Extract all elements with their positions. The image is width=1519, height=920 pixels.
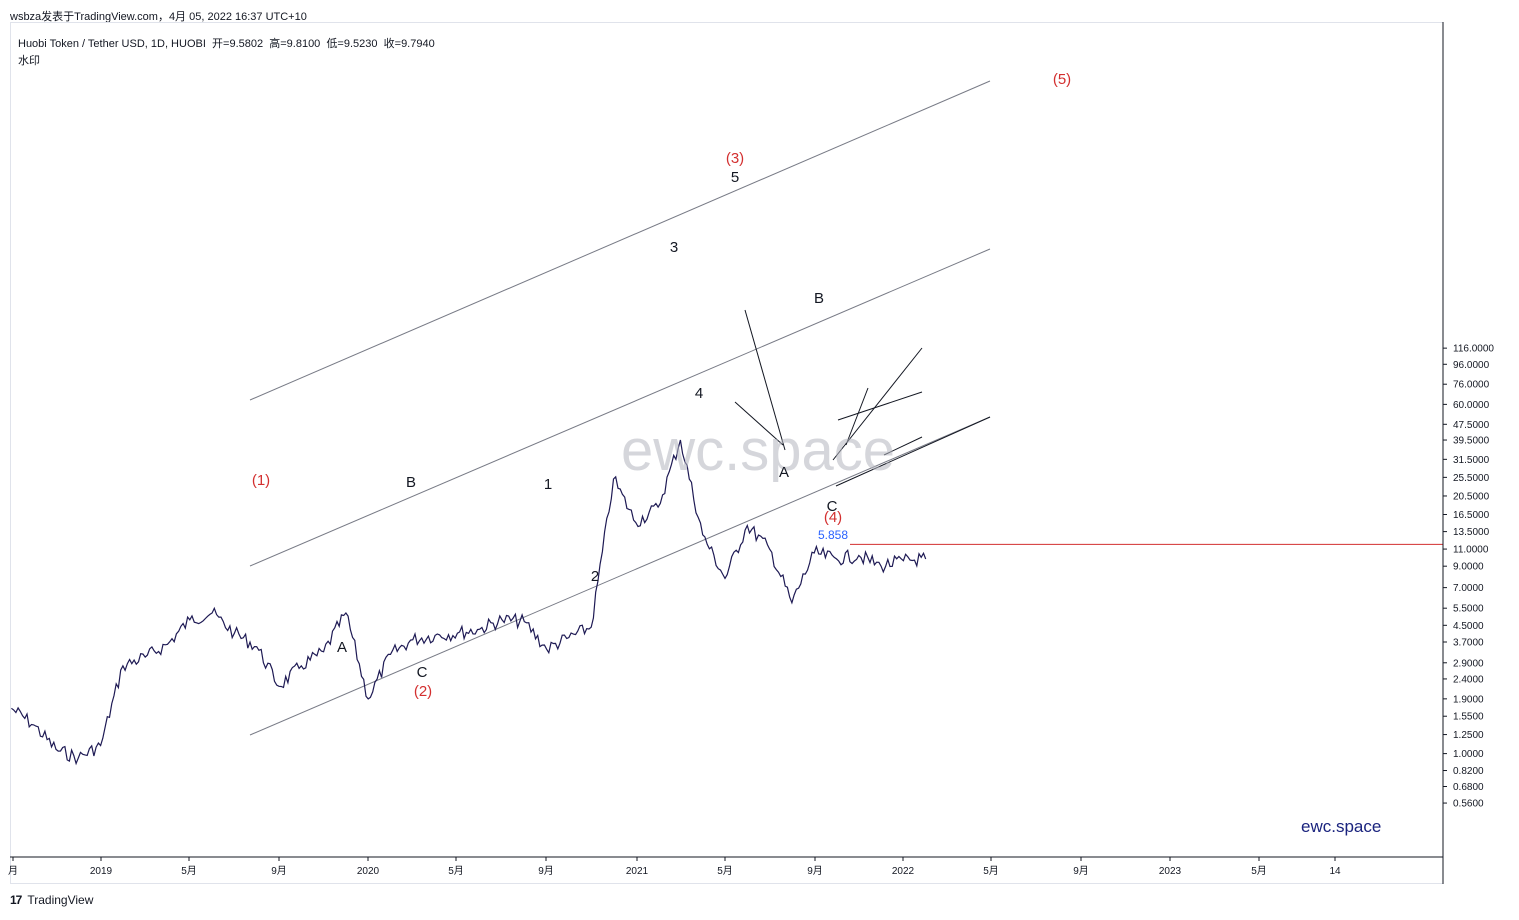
wave-label: 5 (731, 169, 739, 186)
y-tick-label: 2.9000 (1453, 658, 1484, 669)
y-tick-label: 3.7000 (1453, 638, 1484, 649)
center-watermark: ewc.space (621, 418, 895, 483)
price-line (11, 439, 927, 766)
legend-low: 低=9.5230 (326, 38, 378, 50)
y-tick-label: 39.5000 (1453, 436, 1490, 447)
channel-lines (249, 80, 991, 736)
pattern-line (837, 391, 923, 421)
x-axis[interactable]: 月 2019 5月 9月 2020 5月 9月 2021 5月 9月 2022 5月 9月 2023 5月 1… (8, 856, 1443, 877)
wave-degree-label: (1) (252, 472, 270, 489)
legend-high: 高=9.8100 (269, 38, 321, 50)
y-tick-label: 7.0000 (1453, 583, 1484, 594)
publisher-line: wsbza发表于TradingView.com，4月 05, 2022 16:3… (10, 11, 307, 23)
pattern-line (883, 436, 923, 456)
symbol-legend: Huobi Token / Tether USD, 1D, HUOBI 开=9.… (18, 35, 435, 51)
wave-degree-label: (4) (824, 509, 842, 526)
x-tick-label: 14 (1329, 866, 1341, 877)
wave-label: A (779, 464, 789, 481)
x-tick-label: 2021 (626, 866, 649, 877)
tradingview-footer[interactable]: 17 TradingView (10, 893, 93, 907)
pattern-line (734, 401, 784, 446)
price-series (11, 439, 927, 766)
legend-close: 收=9.7940 (383, 38, 435, 50)
x-tick-label: 月 (8, 865, 18, 877)
y-tick-label: 60.0000 (1453, 400, 1490, 411)
channel-line (249, 416, 991, 736)
x-tick-label: 2023 (1159, 866, 1182, 877)
x-tick-label: 5月 (448, 865, 464, 877)
wave-degree-label: (5) (1053, 71, 1071, 88)
y-tick-label: 16.5000 (1453, 510, 1490, 521)
tradingview-brand: TradingView (27, 893, 94, 907)
wave-label: 3 (670, 239, 678, 256)
y-tick-label: 1.0000 (1453, 749, 1484, 760)
pattern-lines (734, 309, 991, 487)
tradingview-logo-icon: 17 (10, 893, 22, 907)
y-tick-label: 31.5000 (1453, 455, 1490, 466)
x-tick-label: 2020 (357, 866, 380, 877)
wave-label: A (337, 639, 347, 656)
x-tick-label: 9月 (807, 865, 823, 877)
y-tick-label: 1.9000 (1453, 694, 1484, 705)
pattern-line (744, 309, 786, 451)
x-tick-label: 9月 (538, 865, 554, 877)
wave-labels: (1) (2) (3) (4) (5) A B C 1 2 3 4 5 A B C 5.858 (252, 71, 1071, 700)
y-tick-label: 25.5000 (1453, 473, 1490, 484)
watermark-layer: ewc.space (621, 418, 895, 483)
wave-label: 2 (591, 568, 599, 585)
x-tick-label: 5月 (983, 865, 999, 877)
y-tick-label: 0.8200 (1453, 766, 1484, 777)
y-tick-label: 96.0000 (1453, 360, 1490, 371)
x-tick-label: 5月 (181, 865, 197, 877)
y-axis[interactable]: 116.0000 96.0000 76.0000 60.0000 47.5000 39.5… (1442, 22, 1509, 884)
y-tick-label: 4.5000 (1453, 621, 1484, 632)
wave-label: B (406, 474, 416, 491)
y-axis-background (1443, 22, 1509, 884)
y-tick-label: 5.5000 (1453, 604, 1484, 615)
brand-watermark: ewc.space (1301, 817, 1382, 836)
wave-degree-label: (3) (726, 150, 744, 167)
channel-line (249, 248, 991, 567)
wave-label: 4 (695, 385, 703, 402)
wave-degree-label: (2) (414, 683, 432, 700)
y-tick-label: 13.5000 (1453, 527, 1490, 538)
y-tick-label: 1.5500 (1453, 712, 1484, 723)
y-tick-label: 116.0000 (1453, 344, 1494, 355)
level-line: 11.62909.794009:22:19 (850, 537, 1501, 580)
pattern-line (835, 416, 991, 487)
y-tick-label: 47.5000 (1453, 420, 1490, 431)
x-tick-label: 5月 (717, 865, 733, 877)
pattern-line (845, 387, 869, 446)
wave-label: C (417, 664, 428, 681)
x-tick-label: 2019 (90, 866, 113, 877)
x-tick-label: 9月 (271, 865, 287, 877)
y-tick-label: 9.0000 (1453, 562, 1484, 573)
wave-label: 1 (544, 476, 552, 493)
channel-line (249, 80, 991, 401)
low-value-label: 5.858 (818, 528, 848, 542)
y-tick-label: 20.5000 (1453, 491, 1490, 502)
wave-label: B (814, 290, 824, 307)
x-tick-label: 9月 (1073, 865, 1089, 877)
watermark-label: 水印 (18, 55, 40, 67)
y-tick-label: 0.5600 (1453, 799, 1484, 810)
legend-symbol[interactable]: Huobi Token / Tether USD, 1D, HUOBI (18, 38, 206, 50)
y-tick-label: 2.4000 (1453, 674, 1484, 685)
y-tick-label: 0.6800 (1453, 782, 1484, 793)
x-tick-label: 5月 (1251, 865, 1267, 877)
y-tick-label: 76.0000 (1453, 380, 1490, 391)
legend-open: 开=9.5802 (212, 38, 264, 50)
x-tick-label: 2022 (892, 866, 915, 877)
wave-label: C (827, 498, 838, 515)
y-tick-label: 11.0000 (1453, 545, 1489, 556)
y-tick-label: 1.2500 (1453, 730, 1484, 741)
